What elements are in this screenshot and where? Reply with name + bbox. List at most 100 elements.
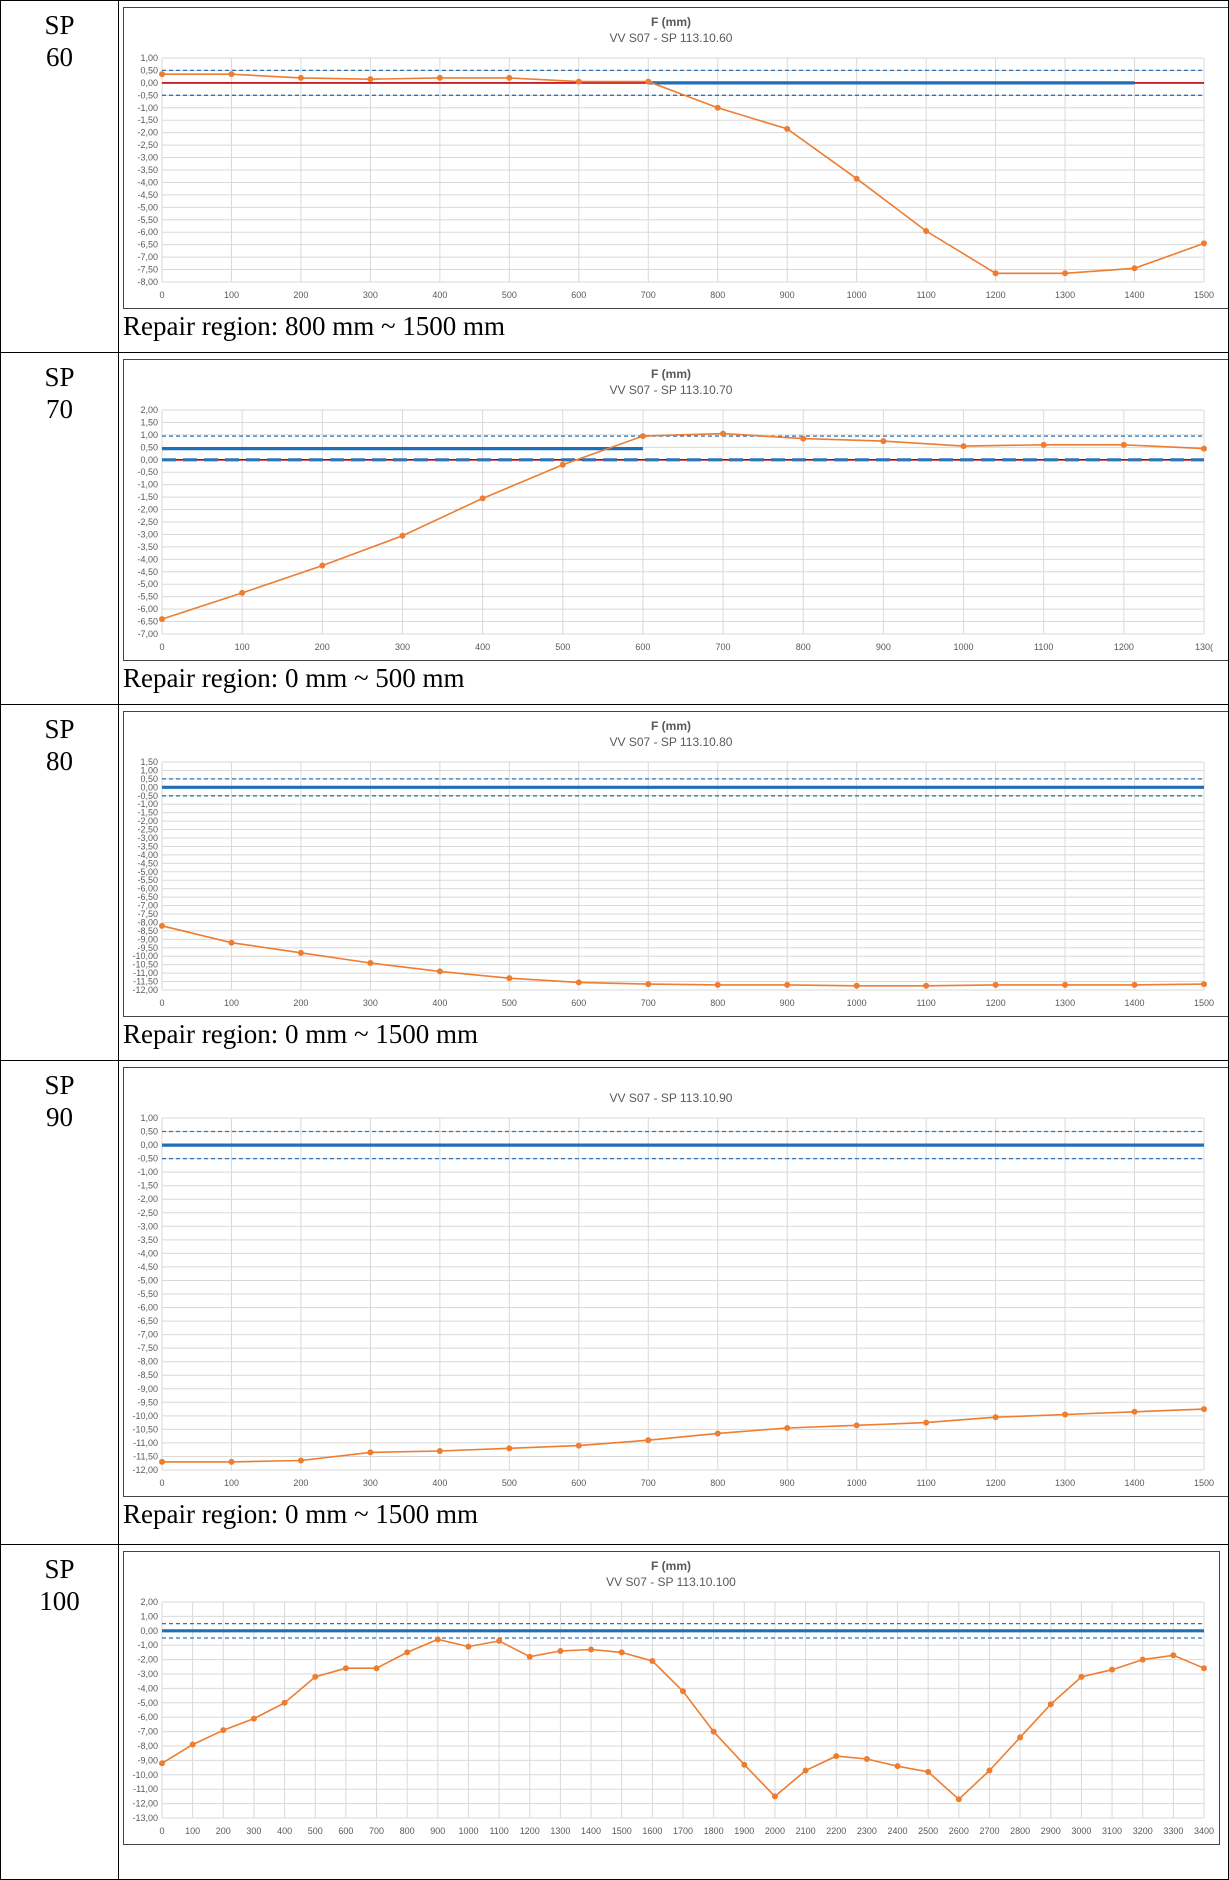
x-tick-label: 2100 bbox=[796, 1826, 816, 1836]
chart-title: F (mm) bbox=[651, 1559, 691, 1573]
repair-region-text: Repair region: 0 mm ~ 1500 mm bbox=[119, 1017, 1228, 1051]
y-tick-label: 0,50 bbox=[140, 442, 158, 452]
data-point bbox=[833, 1753, 839, 1759]
y-tick-label: -2,50 bbox=[137, 140, 158, 150]
sp-label-line2: 100 bbox=[1, 1585, 118, 1617]
sp-label-cell: SP 90 bbox=[1, 1061, 119, 1545]
data-point bbox=[645, 981, 651, 987]
repair-region-text bbox=[119, 1845, 1228, 1879]
y-tick-label: -3,50 bbox=[137, 542, 158, 552]
y-tick-label: -5,00 bbox=[137, 1275, 158, 1285]
data-point bbox=[576, 979, 582, 985]
x-tick-label: 100 bbox=[224, 998, 239, 1008]
y-tick-label: -4,00 bbox=[137, 1248, 158, 1258]
y-tick-label: -10,50 bbox=[132, 1424, 158, 1434]
x-tick-label: 1000 bbox=[847, 290, 867, 300]
x-tick-label: 1600 bbox=[642, 1826, 662, 1836]
x-tick-label: 2900 bbox=[1041, 1826, 1061, 1836]
x-tick-label: 1200 bbox=[986, 290, 1006, 300]
y-tick-label: -5,50 bbox=[137, 1289, 158, 1299]
x-tick-label: 0 bbox=[159, 998, 164, 1008]
data-point bbox=[251, 1716, 257, 1722]
x-tick-label: 600 bbox=[338, 1826, 353, 1836]
y-tick-label: -2,50 bbox=[137, 517, 158, 527]
y-tick-label: -1,50 bbox=[137, 492, 158, 502]
data-point bbox=[404, 1649, 410, 1655]
y-tick-label: -0,50 bbox=[137, 1154, 158, 1164]
chart-frame: VV S07 - SP 113.10.90 1,00 0,50 0,00 -0,50 -1… bbox=[123, 1067, 1228, 1497]
x-tick-label: 1400 bbox=[1125, 290, 1145, 300]
data-point bbox=[1062, 1411, 1068, 1417]
x-tick-label: 400 bbox=[432, 290, 447, 300]
x-tick-label: 600 bbox=[571, 290, 586, 300]
y-tick-label: -5,50 bbox=[137, 592, 158, 602]
x-tick-label: 3100 bbox=[1102, 1826, 1122, 1836]
data-point bbox=[228, 940, 234, 946]
chart-cell: F (mm) VV S07 - SP 113.10.80 1,50 1,00 0,50 0… bbox=[119, 705, 1229, 1061]
x-tick-label: 100 bbox=[235, 642, 250, 652]
y-tick-label: -4,00 bbox=[137, 1683, 158, 1693]
data-point bbox=[645, 1437, 651, 1443]
measured-line bbox=[162, 1409, 1204, 1462]
x-tick-label: 100 bbox=[224, 290, 239, 300]
x-tick-label: 1500 bbox=[612, 1826, 632, 1836]
y-tick-label: -2,00 bbox=[137, 1194, 158, 1204]
data-point bbox=[1201, 981, 1207, 987]
x-tick-label: 2400 bbox=[888, 1826, 908, 1836]
data-point bbox=[784, 1425, 790, 1431]
y-tick-label: -8,00 bbox=[137, 1741, 158, 1751]
x-tick-label: 700 bbox=[641, 290, 656, 300]
data-point bbox=[895, 1763, 901, 1769]
y-tick-label: -4,50 bbox=[137, 1262, 158, 1272]
y-tick-label: 2,00 bbox=[140, 405, 158, 415]
y-tick-label: -3,00 bbox=[137, 153, 158, 163]
data-point bbox=[220, 1727, 226, 1733]
y-tick-label: 2,00 bbox=[140, 1597, 158, 1607]
x-tick-label: 300 bbox=[363, 290, 378, 300]
sp-label-line2: 80 bbox=[1, 745, 118, 777]
x-tick-label: 300 bbox=[363, 1478, 378, 1488]
data-point bbox=[437, 1448, 443, 1454]
y-tick-label: -12,00 bbox=[132, 985, 158, 995]
x-tick-label: 2600 bbox=[949, 1826, 969, 1836]
x-tick-label: 1100 bbox=[916, 1478, 935, 1488]
chart-cell: F (mm) VV S07 - SP 113.10.60 1,00 0,50 0,00-… bbox=[119, 1, 1229, 353]
data-point bbox=[298, 950, 304, 956]
x-tick-label: 400 bbox=[277, 1826, 292, 1836]
x-tick-label: 500 bbox=[502, 998, 517, 1008]
data-point bbox=[925, 1769, 931, 1775]
y-tick-label: -1,00 bbox=[137, 103, 158, 113]
data-point bbox=[923, 228, 929, 234]
y-tick-label: 0,50 bbox=[140, 1127, 158, 1137]
y-tick-label: -11,00 bbox=[133, 1438, 158, 1448]
chart-frame: F (mm) VV S07 - SP 113.10.70 2,00 1,50 1,00 0… bbox=[123, 359, 1228, 661]
y-tick-label: -4,50 bbox=[137, 190, 158, 200]
data-point bbox=[956, 1796, 962, 1802]
x-tick-label: 1100 bbox=[1034, 642, 1053, 652]
data-point bbox=[986, 1767, 992, 1773]
y-tick-label: -3,50 bbox=[137, 165, 158, 175]
data-point bbox=[282, 1700, 288, 1706]
sp-label-line1: SP bbox=[1, 1069, 118, 1101]
x-tick-label: 500 bbox=[308, 1826, 323, 1836]
y-tick-label: -8,00 bbox=[137, 277, 158, 287]
data-point bbox=[343, 1665, 349, 1671]
x-tick-label: 3000 bbox=[1071, 1826, 1091, 1836]
y-tick-label: -3,00 bbox=[137, 1221, 158, 1231]
x-tick-label: 300 bbox=[246, 1826, 261, 1836]
x-tick-label: 200 bbox=[216, 1826, 231, 1836]
y-tick-label: -0,50 bbox=[137, 467, 158, 477]
sp-label-cell: SP 100 bbox=[1, 1545, 119, 1880]
data-point bbox=[1201, 1406, 1207, 1412]
x-tick-label: 1500 bbox=[1194, 998, 1214, 1008]
y-tick-label: -9,00 bbox=[137, 1755, 158, 1765]
data-point bbox=[784, 126, 790, 132]
y-tick-label: -11,00 bbox=[133, 1784, 158, 1794]
chart-subtitle: VV S07 - SP 113.10.80 bbox=[610, 735, 733, 749]
x-tick-label: 2700 bbox=[979, 1826, 999, 1836]
y-tick-label: -7,50 bbox=[137, 265, 158, 275]
data-point bbox=[715, 982, 721, 988]
x-tick-label: 700 bbox=[716, 642, 731, 652]
x-tick-label: 100 bbox=[185, 1826, 200, 1836]
data-point bbox=[506, 75, 512, 81]
